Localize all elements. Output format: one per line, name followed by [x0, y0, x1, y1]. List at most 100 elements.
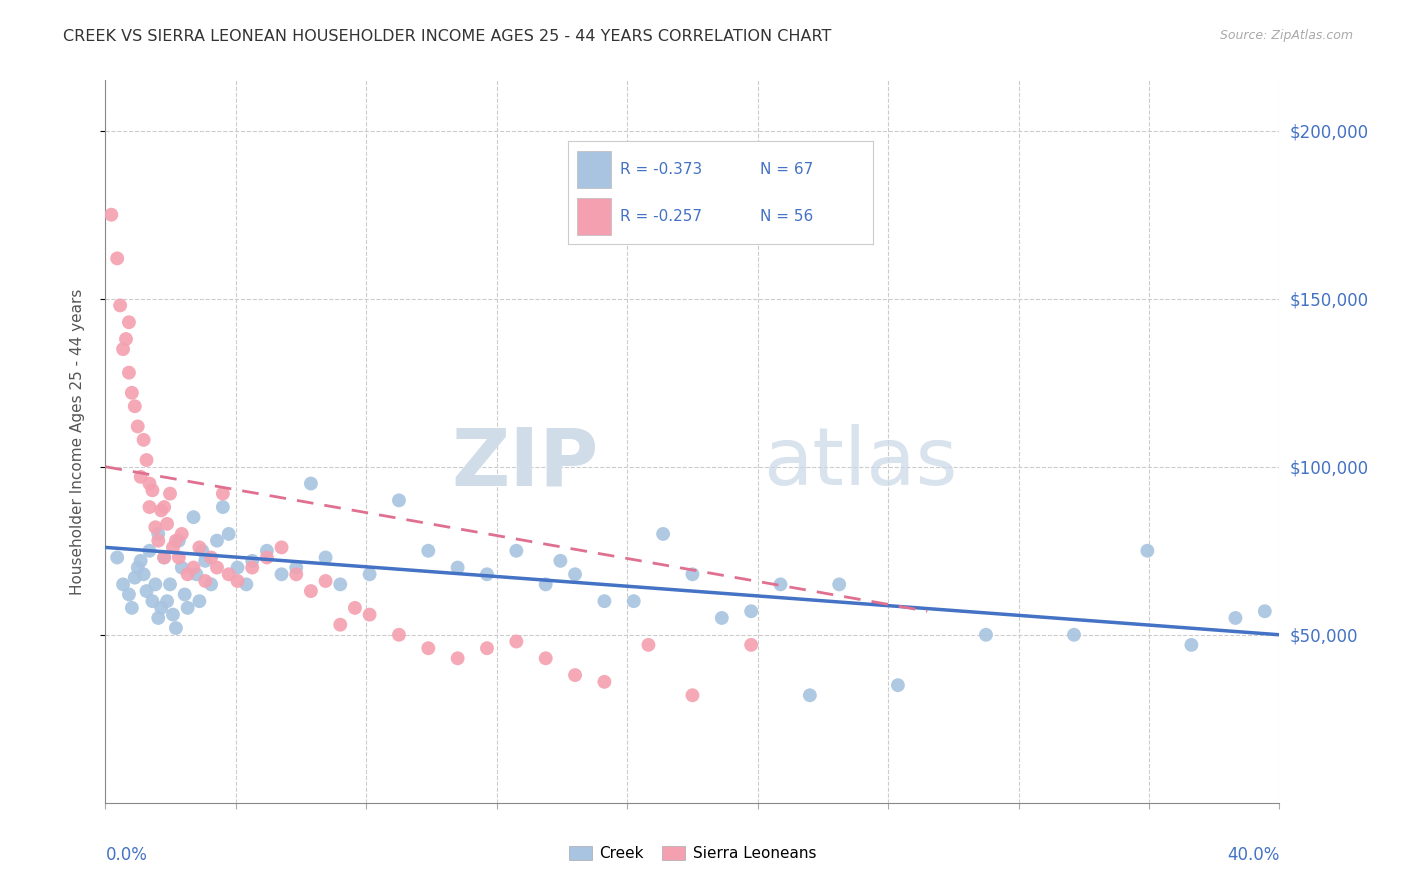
Point [191, 543, 214, 558]
Point [315, 550, 337, 565]
Point [127, 560, 149, 574]
Point [1254, 604, 1277, 618]
Point [218, 567, 240, 582]
Point [799, 688, 821, 702]
Point [240, 560, 263, 574]
Point [974, 628, 997, 642]
Point [828, 577, 851, 591]
Point [141, 483, 163, 498]
Point [256, 550, 278, 565]
Point [418, 543, 440, 558]
Point [141, 594, 163, 608]
Point [211, 500, 233, 514]
Point [887, 678, 910, 692]
Point [148, 527, 170, 541]
Point [299, 584, 322, 599]
Point [205, 560, 228, 574]
Point [682, 688, 704, 702]
Y-axis label: Householder Income Ages 25 - 44 years: Householder Income Ages 25 - 44 years [70, 288, 84, 595]
Point [359, 607, 381, 622]
Text: 0.0%: 0.0% [105, 847, 148, 864]
Point [156, 594, 179, 608]
Point [188, 594, 211, 608]
Point [167, 533, 190, 548]
Point [270, 541, 292, 555]
Text: ZIP: ZIP [451, 425, 599, 502]
Point [388, 493, 411, 508]
Point [285, 567, 308, 582]
Point [505, 543, 527, 558]
Point [1063, 628, 1085, 642]
Point [150, 503, 173, 517]
Point [135, 453, 157, 467]
Point [564, 668, 586, 682]
Point [124, 571, 146, 585]
Point [226, 574, 249, 588]
Point [159, 486, 181, 500]
Point [235, 577, 257, 591]
Point [162, 541, 184, 555]
Point [176, 600, 198, 615]
Point [108, 298, 131, 312]
Point [165, 621, 187, 635]
Point [329, 577, 352, 591]
Point [153, 550, 176, 565]
Point [256, 543, 278, 558]
Point [183, 510, 205, 524]
Point [129, 554, 152, 568]
Point [270, 567, 292, 582]
Point [194, 574, 217, 588]
Bar [578, 151, 610, 187]
Text: N = 67: N = 67 [761, 161, 814, 177]
Point [173, 587, 195, 601]
Point [447, 651, 470, 665]
Point [148, 533, 170, 548]
Point [710, 611, 733, 625]
Point [165, 533, 187, 548]
Point [121, 385, 143, 400]
Point [162, 607, 184, 622]
Point [769, 577, 792, 591]
Text: R = -0.373: R = -0.373 [620, 161, 702, 177]
Point [138, 500, 160, 514]
Point [343, 600, 366, 615]
Point [148, 611, 170, 625]
Point [153, 500, 176, 514]
Point [124, 399, 146, 413]
Point [121, 600, 143, 615]
Point [153, 550, 176, 565]
Point [593, 674, 616, 689]
Point [359, 567, 381, 582]
Legend: Creek, Sierra Leoneans: Creek, Sierra Leoneans [562, 840, 823, 867]
Text: Source: ZipAtlas.com: Source: ZipAtlas.com [1219, 29, 1353, 42]
Point [183, 560, 205, 574]
Point [211, 486, 233, 500]
Point [138, 543, 160, 558]
Point [505, 634, 527, 648]
Point [129, 470, 152, 484]
Point [534, 651, 557, 665]
Text: N = 56: N = 56 [761, 209, 814, 224]
Text: atlas: atlas [763, 425, 957, 502]
Point [170, 527, 193, 541]
Point [188, 541, 211, 555]
Point [388, 628, 411, 642]
Point [112, 342, 135, 356]
Point [218, 527, 240, 541]
Point [200, 550, 222, 565]
Point [534, 577, 557, 591]
Point [159, 577, 181, 591]
Point [138, 476, 160, 491]
Point [100, 208, 122, 222]
Point [105, 252, 128, 266]
Point [475, 567, 498, 582]
Point [1136, 543, 1159, 558]
Point [299, 476, 322, 491]
Point [135, 584, 157, 599]
Point [200, 577, 222, 591]
Point [150, 600, 173, 615]
Bar [578, 198, 610, 235]
Point [1180, 638, 1202, 652]
Point [475, 641, 498, 656]
Point [740, 604, 762, 618]
